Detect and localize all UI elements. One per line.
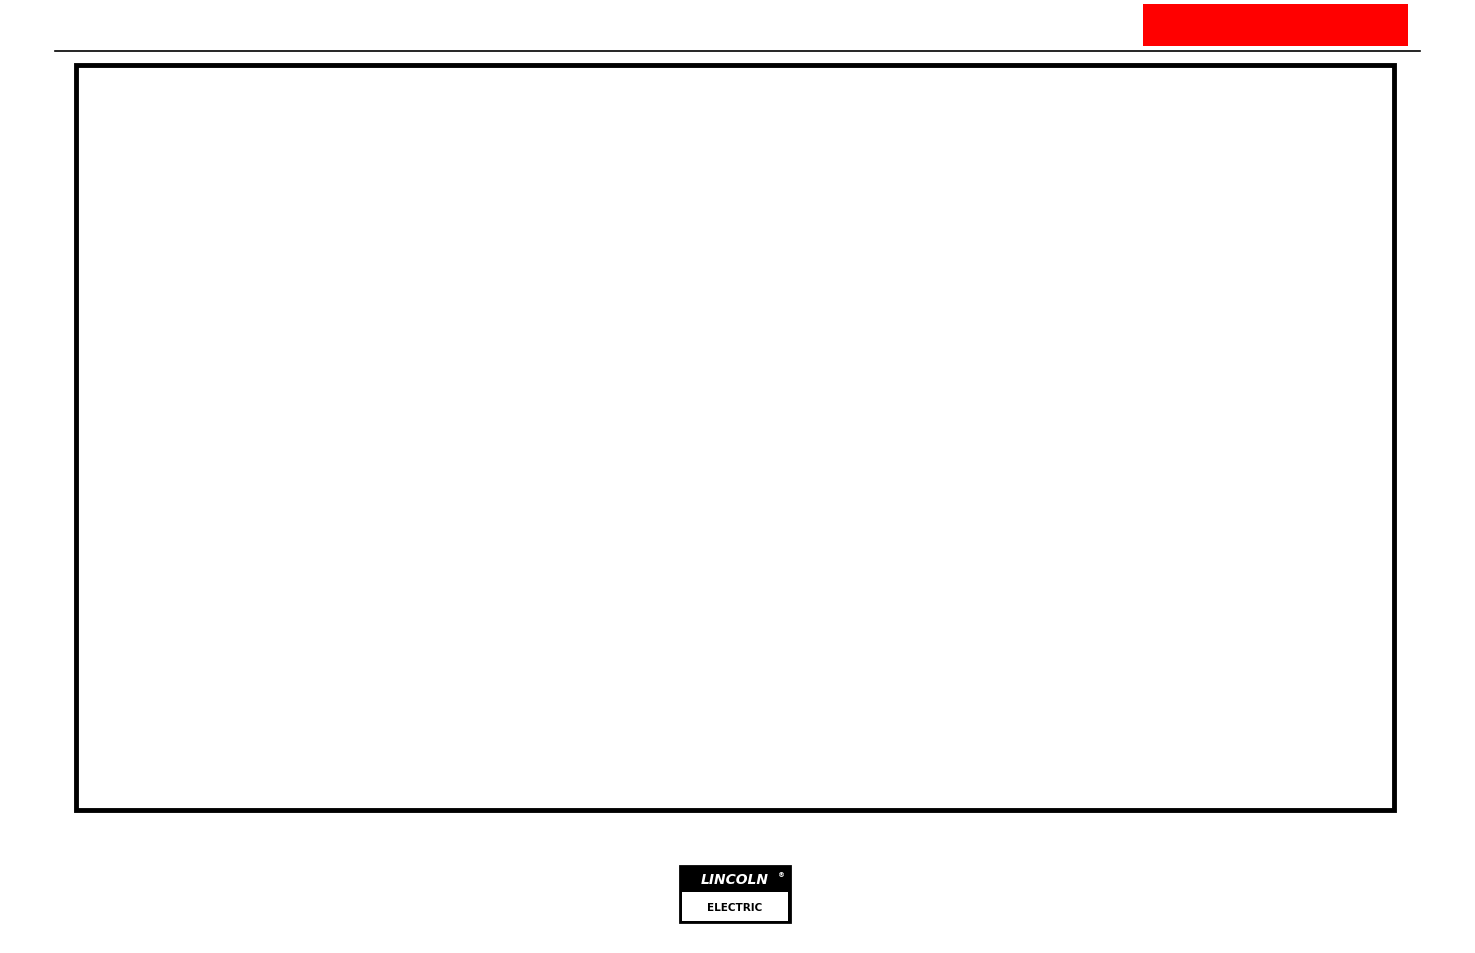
Bar: [1143, 5, 1409, 47]
Text: ®: ®: [779, 871, 786, 877]
Bar: [680, 866, 791, 923]
Text: LINCOLN: LINCOLN: [701, 872, 768, 886]
Text: ELECTRIC: ELECTRIC: [708, 902, 763, 912]
Bar: [681, 892, 788, 921]
Bar: [77, 66, 1394, 810]
